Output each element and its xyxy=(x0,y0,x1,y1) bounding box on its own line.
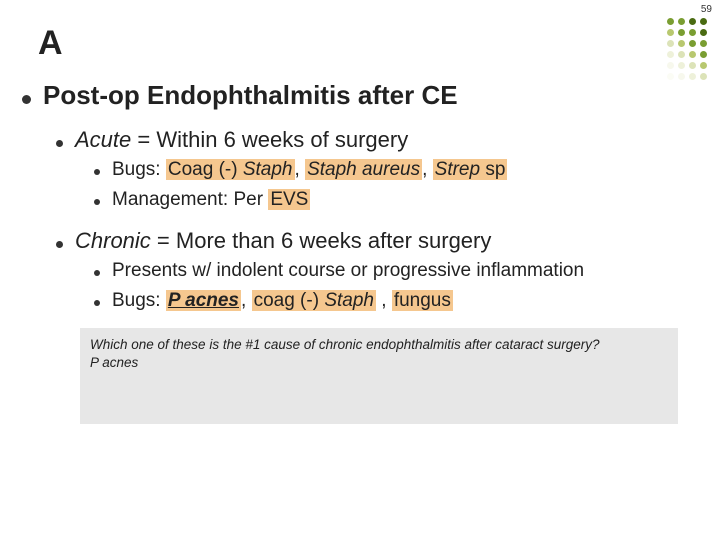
text: Bugs: xyxy=(112,159,166,180)
bullet-icon xyxy=(56,140,63,147)
chronic-line1: Presents w/ indolent course or progressi… xyxy=(112,258,584,284)
text: Bugs: xyxy=(112,290,166,311)
bullet-icon xyxy=(94,199,100,205)
text: Staph xyxy=(324,290,374,311)
acute-bugs: Bugs: Coag (-) Staph, Staph aureus, Stre… xyxy=(112,157,507,183)
deco-dot xyxy=(689,40,696,47)
qa-question: Which one of these is the #1 cause of ch… xyxy=(90,336,668,354)
deco-dot xyxy=(678,62,685,69)
text: , xyxy=(422,159,433,180)
deco-dot xyxy=(667,40,674,47)
slide-content: Post-op Endophthalmitis after CE Acute =… xyxy=(22,80,690,424)
bullet-icon xyxy=(94,270,100,276)
acute-label-rest: = Within 6 weeks of surgery xyxy=(131,127,408,152)
deco-dot xyxy=(678,40,685,47)
acute-heading: Acute = Within 6 weeks of surgery xyxy=(75,127,408,153)
chronic-bugs: Bugs: P acnes, coag (-) Staph , fungus xyxy=(112,288,453,314)
deco-dot xyxy=(667,51,674,58)
highlight: Coag (-) Staph xyxy=(166,159,295,180)
deco-dot xyxy=(678,29,685,36)
acute-mgmt: Management: Per EVS xyxy=(112,187,310,213)
deco-dot xyxy=(689,29,696,36)
acute-mgmt-row: Management: Per EVS xyxy=(94,187,690,213)
text: Strep xyxy=(435,159,480,180)
highlight: Staph aureus xyxy=(305,159,422,180)
text: Management: Per xyxy=(112,189,268,210)
deco-dot xyxy=(700,73,707,80)
bullet-icon xyxy=(94,169,100,175)
text: sp xyxy=(480,159,505,180)
acute-bugs-row: Bugs: Coag (-) Staph, Staph aureus, Stre… xyxy=(94,157,690,183)
highlight: P acnes xyxy=(166,290,241,311)
chronic-label: Chronic xyxy=(75,228,151,253)
deco-dot xyxy=(678,51,685,58)
deco-dot xyxy=(689,73,696,80)
highlight: Strep sp xyxy=(433,159,508,180)
bullet-icon xyxy=(56,241,63,248)
chronic-heading: Chronic = More than 6 weeks after surger… xyxy=(75,228,491,254)
text: Staph xyxy=(243,159,293,180)
corner-dot-decoration xyxy=(667,18,708,81)
deco-dot xyxy=(700,62,707,69)
page-number: 59 xyxy=(701,4,712,15)
deco-dot xyxy=(667,18,674,25)
qa-answer: P acnes xyxy=(90,354,668,372)
acute-heading-row: Acute = Within 6 weeks of surgery xyxy=(56,127,690,153)
highlight: EVS xyxy=(268,189,310,210)
deco-dot xyxy=(667,62,674,69)
chronic-line1-row: Presents w/ indolent course or progressi… xyxy=(94,258,690,284)
deco-dot xyxy=(700,18,707,25)
chronic-label-rest: = More than 6 weeks after surgery xyxy=(151,228,492,253)
heading-row: Post-op Endophthalmitis after CE xyxy=(22,80,690,111)
highlight: coag (-) Staph xyxy=(252,290,376,311)
bullet-icon xyxy=(94,300,100,306)
deco-dot xyxy=(700,51,707,58)
text: , xyxy=(241,290,252,311)
text: Coag (-) xyxy=(168,159,243,180)
deco-dot xyxy=(700,29,707,36)
text: , xyxy=(295,159,306,180)
main-heading: Post-op Endophthalmitis after CE xyxy=(43,80,458,111)
acute-label: Acute xyxy=(75,127,131,152)
text: coag (-) xyxy=(254,290,325,311)
highlight: fungus xyxy=(392,290,453,311)
deco-dot xyxy=(689,18,696,25)
deco-dot xyxy=(667,73,674,80)
chronic-bugs-row: Bugs: P acnes, coag (-) Staph , fungus xyxy=(94,288,690,314)
qa-box: Which one of these is the #1 cause of ch… xyxy=(80,328,678,424)
bullet-icon xyxy=(22,95,31,104)
deco-dot xyxy=(667,29,674,36)
deco-dot xyxy=(678,73,685,80)
text: , xyxy=(376,290,392,311)
chronic-heading-row: Chronic = More than 6 weeks after surger… xyxy=(56,228,690,254)
deco-dot xyxy=(700,40,707,47)
deco-dot xyxy=(678,18,685,25)
slide-letter: A xyxy=(38,24,63,63)
deco-dot xyxy=(689,62,696,69)
deco-dot xyxy=(689,51,696,58)
